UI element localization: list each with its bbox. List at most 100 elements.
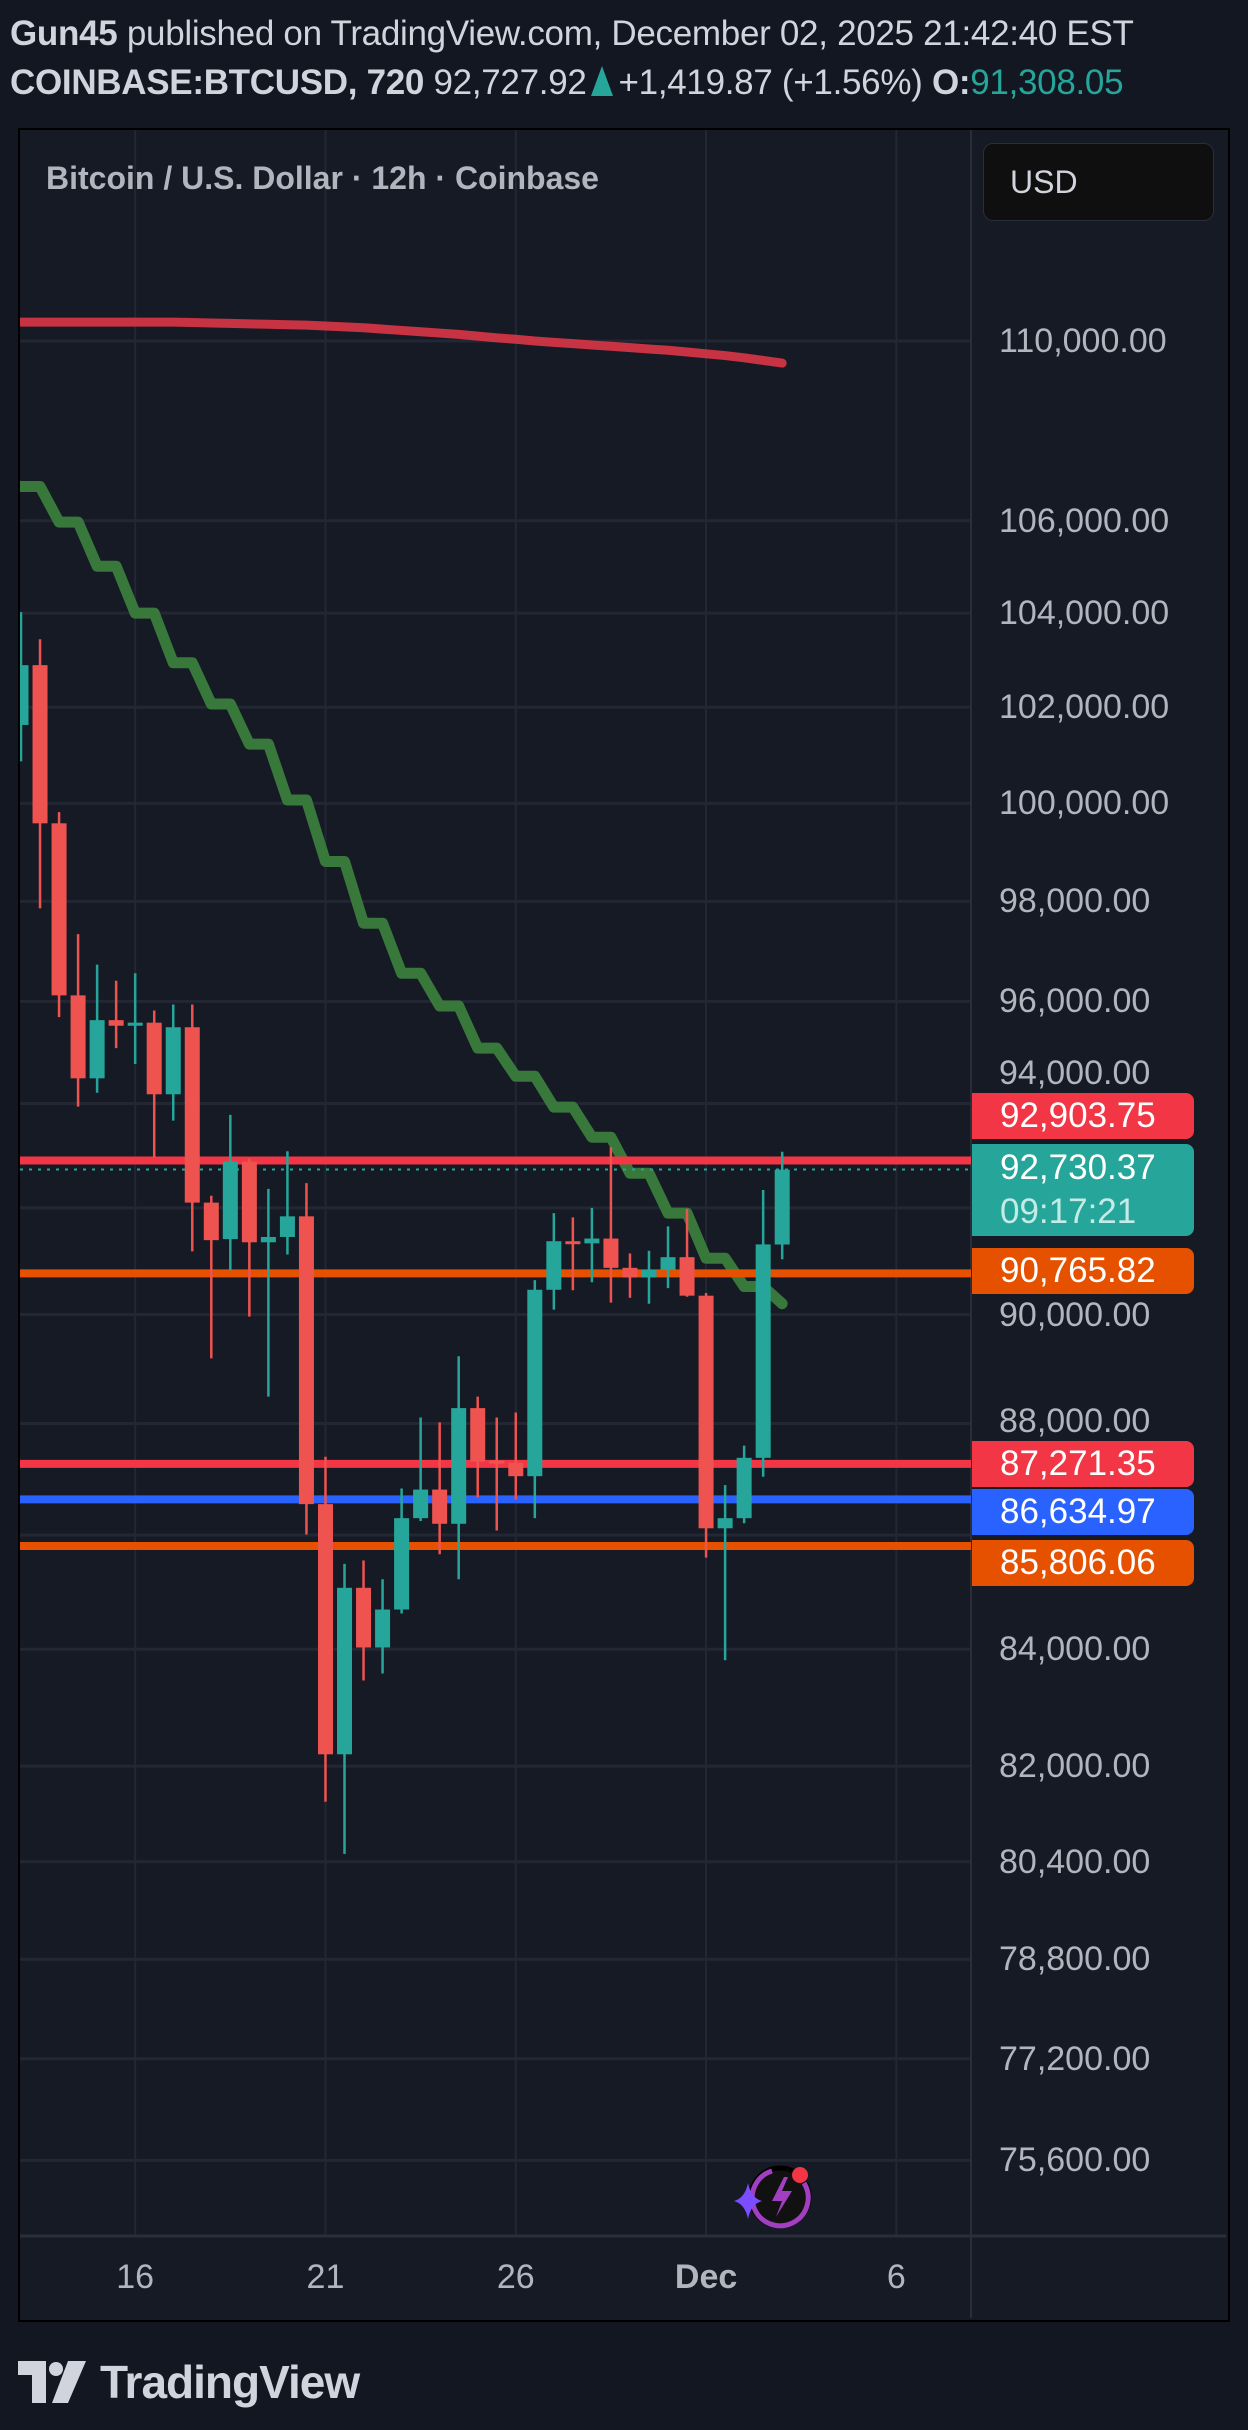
price-level-label[interactable]: 92,903.75 xyxy=(972,1093,1194,1139)
candle-down xyxy=(51,812,67,1018)
tradingview-logo-text: TradingView xyxy=(100,2356,360,2408)
candle-body xyxy=(736,1457,752,1519)
candle-up xyxy=(660,1226,676,1289)
plot-area xyxy=(20,317,971,1854)
candle-body xyxy=(317,1504,333,1755)
candle-down xyxy=(298,1183,314,1535)
moving-average-green-line xyxy=(20,480,788,1310)
candle-body xyxy=(203,1202,219,1241)
candle-down xyxy=(241,1158,257,1317)
candle-up xyxy=(774,1151,790,1260)
price-tick-label: 77,200.00 xyxy=(999,2039,1151,2078)
price-level-label[interactable]: 86,634.97 xyxy=(972,1489,1194,1535)
candle-up xyxy=(337,1563,353,1854)
candle-body xyxy=(184,1027,200,1203)
candle-body xyxy=(565,1241,581,1245)
price-tick-label: 102,000.00 xyxy=(999,688,1170,727)
price-tick-label: 106,000.00 xyxy=(999,501,1170,540)
candle-body xyxy=(20,665,29,725)
candle-body xyxy=(260,1236,276,1243)
chart-legend-title: Bitcoin / U.S. Dollar · 12h · Coinbase xyxy=(46,160,599,196)
candle-body xyxy=(70,995,86,1079)
price-change: +1,419.87 (+1.56%) xyxy=(618,63,923,102)
last-price-value: 92,730.37 xyxy=(1000,1148,1156,1187)
up-triangle-icon xyxy=(590,66,613,96)
price-tick-label: 75,600.00 xyxy=(999,2141,1151,2180)
ai-lightning-icon xyxy=(734,2165,812,2229)
candle-down xyxy=(203,1195,219,1359)
candle-body xyxy=(546,1241,562,1290)
bar-countdown: 09:17:21 xyxy=(1000,1192,1137,1231)
last-price: 92,727.92 xyxy=(433,63,587,102)
candle-body xyxy=(108,1020,124,1026)
candle-up xyxy=(127,973,143,1064)
author-name[interactable]: Gun45 xyxy=(10,14,118,53)
candle-down xyxy=(146,1010,162,1158)
candle-up xyxy=(20,612,29,762)
candle-down xyxy=(622,1253,638,1298)
candle-up xyxy=(755,1189,771,1477)
symbol-info: COINBASE:BTCUSD, 720 92,727.92 +1,419.87 … xyxy=(10,63,1124,103)
time-tick-label: 16 xyxy=(116,2258,155,2296)
price-level-label[interactable]: 85,806.06 xyxy=(972,1540,1194,1586)
candle-body xyxy=(698,1295,714,1529)
candle-body xyxy=(641,1269,657,1278)
candle-down xyxy=(432,1422,448,1555)
candle-body xyxy=(222,1161,238,1240)
candle-down xyxy=(108,980,124,1049)
candle-up xyxy=(641,1250,657,1304)
tradingview-logo[interactable]: TradingView xyxy=(18,2355,360,2409)
candle-body xyxy=(146,1022,162,1095)
last-price-label[interactable]: 92,730.37 09:17:21 xyxy=(972,1144,1194,1236)
candle-body xyxy=(489,1460,505,1464)
candle-down xyxy=(679,1208,695,1297)
candle-body xyxy=(432,1489,448,1524)
candle-up xyxy=(394,1488,410,1614)
candle-up xyxy=(717,1485,733,1661)
price-tick-label: 78,800.00 xyxy=(999,1940,1151,1979)
publish-info: Gun45 published on TradingView.com, Dece… xyxy=(10,14,1134,54)
price-tick-label: 80,400.00 xyxy=(999,1842,1151,1881)
candle-body xyxy=(755,1244,771,1458)
candle-up xyxy=(89,964,105,1093)
candle-body xyxy=(413,1489,429,1519)
candle-down xyxy=(603,1147,619,1303)
candle-body xyxy=(774,1169,790,1245)
candle-down xyxy=(698,1292,714,1558)
price-tick-label: 94,000.00 xyxy=(999,1054,1151,1092)
candle-body xyxy=(298,1216,314,1505)
candle-down xyxy=(317,1456,333,1802)
candle-body xyxy=(603,1238,619,1268)
candle-body xyxy=(584,1238,600,1244)
price-tick-label: 90,000.00 xyxy=(999,1295,1151,1334)
candle-body xyxy=(127,1022,143,1026)
price-level-label[interactable]: 90,765.82 xyxy=(972,1248,1194,1294)
candle-up xyxy=(451,1356,467,1580)
candle-down xyxy=(184,1004,200,1252)
price-level-label[interactable]: 87,271.35 xyxy=(972,1441,1194,1487)
candle-body xyxy=(89,1020,105,1079)
candle-up xyxy=(222,1114,238,1271)
grid-lines xyxy=(20,130,971,2236)
symbol-label: COINBASE:BTCUSD, 720 xyxy=(10,63,425,102)
open-label: O: xyxy=(931,63,971,102)
candle-body xyxy=(451,1408,467,1524)
candle-body xyxy=(470,1408,486,1462)
price-tick-label: 104,000.00 xyxy=(999,594,1170,633)
price-tick-label: 96,000.00 xyxy=(999,982,1151,1021)
candle-down xyxy=(489,1417,505,1531)
candle-up xyxy=(736,1445,752,1524)
price-tick-label: 98,000.00 xyxy=(999,882,1151,921)
currency-button[interactable]: USD xyxy=(983,143,1214,221)
candle-body xyxy=(165,1027,181,1095)
candle-down xyxy=(508,1412,524,1500)
price-tick-label: 88,000.00 xyxy=(999,1402,1151,1440)
candle-up xyxy=(527,1280,543,1519)
time-tick-label: 6 xyxy=(886,2258,906,2296)
publish-text: published on TradingView.com, December 0… xyxy=(126,14,1134,53)
candle-up xyxy=(260,1188,276,1397)
candle-down xyxy=(32,639,48,909)
candle-body xyxy=(394,1518,410,1610)
time-tick-label: 21 xyxy=(306,2258,345,2296)
